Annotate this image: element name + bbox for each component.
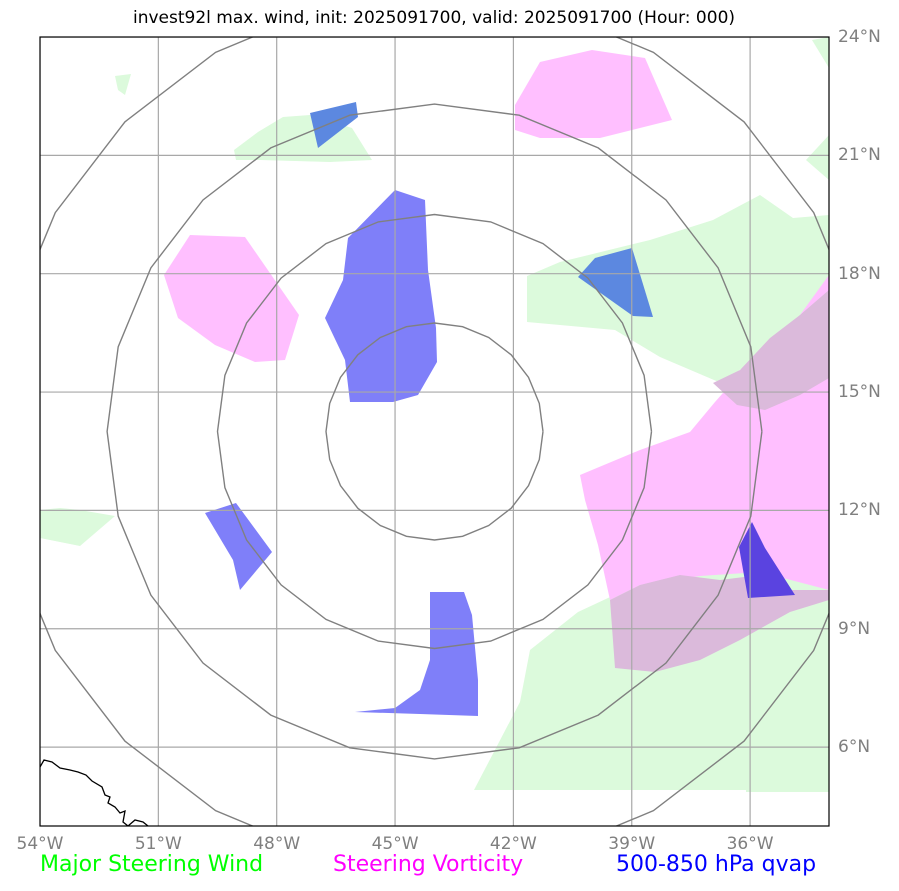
qvap-region-south [355, 592, 478, 716]
legend-steering-wind: Major Steering Wind [40, 852, 264, 877]
qvap-region-central [325, 190, 437, 402]
qvap-region-northeast [578, 248, 653, 317]
qvap-region-west [205, 503, 272, 590]
map-frame [39, 36, 830, 827]
range-rings [40, 37, 829, 826]
chart-title: invest92l max. wind, init: 2025091700, v… [132, 8, 736, 28]
legend-steering-vorticity: Steering Vorticity [333, 852, 524, 877]
vorticity-region-north [515, 50, 672, 138]
wind-region-se-strip [746, 788, 829, 792]
overlap-region-southeast [610, 575, 829, 672]
qvap-on-wind-regions [310, 102, 653, 317]
qvap-region-north-small [310, 102, 358, 148]
qvap-regions [205, 190, 478, 716]
vorticity-region-west [164, 235, 299, 362]
wind-region-ne-corner [812, 37, 829, 68]
longitude-tick-label: 48°W [253, 834, 301, 854]
latitude-tick-label: 24°N [838, 27, 881, 47]
longitude-tick-label: 45°W [371, 834, 419, 854]
longitude-tick-label: 51°W [134, 834, 182, 854]
range-ring [106, 103, 763, 760]
range-ring [40, 37, 829, 826]
longitude-tick-label: 42°W [489, 834, 537, 854]
latitude-tick-label: 9°N [838, 618, 871, 639]
legend-qvap: 500-850 hPa qvap [616, 852, 817, 877]
latitude-tick-label: 12°N [838, 500, 881, 521]
wind-region-west [40, 508, 115, 546]
latitude-tick-label: 6°N [838, 737, 871, 758]
qvap-region-southeast [739, 522, 795, 598]
overlap-region-northeast [713, 290, 829, 410]
lat-lon-grid [40, 37, 829, 826]
overlap-regions [610, 290, 829, 672]
latitude-tick-label: 15°N [838, 382, 881, 403]
longitude-tick-label: 54°W [16, 834, 64, 854]
wind-region-east [527, 195, 829, 383]
longitude-tick-label: 36°W [726, 834, 774, 854]
wind-region-nw [115, 74, 131, 95]
latitude-tick-label: 21°N [838, 145, 881, 166]
latitude-tick-label: 18°N [838, 263, 881, 284]
qvap-on-vorticity-regions [739, 522, 795, 598]
wind-region-ne-edge [806, 135, 829, 180]
coastline [40, 759, 149, 826]
longitude-tick-label: 39°W [608, 834, 656, 854]
range-ring [325, 322, 544, 541]
range-ring [216, 213, 653, 650]
